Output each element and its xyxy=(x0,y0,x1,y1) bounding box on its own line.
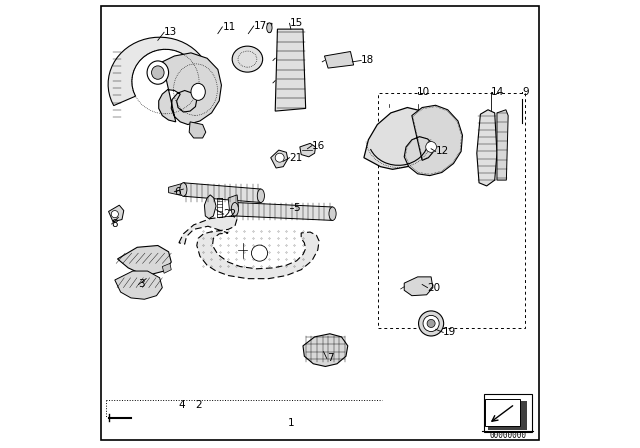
Polygon shape xyxy=(168,183,185,196)
Text: 9: 9 xyxy=(522,87,529,97)
Bar xyxy=(485,399,520,426)
Polygon shape xyxy=(189,122,206,138)
Polygon shape xyxy=(118,246,172,274)
Ellipse shape xyxy=(152,66,164,79)
Polygon shape xyxy=(115,271,163,299)
Text: 12: 12 xyxy=(436,146,449,156)
Text: 5: 5 xyxy=(293,203,300,213)
Circle shape xyxy=(419,311,444,336)
Polygon shape xyxy=(235,202,333,220)
Polygon shape xyxy=(303,334,348,366)
Polygon shape xyxy=(228,195,239,211)
Text: 15: 15 xyxy=(289,18,303,28)
Text: 16: 16 xyxy=(312,141,325,151)
Text: 21: 21 xyxy=(289,153,303,163)
Circle shape xyxy=(427,319,435,327)
Bar xyxy=(484,394,532,432)
Circle shape xyxy=(426,142,436,152)
Text: 11: 11 xyxy=(222,22,236,32)
Text: 13: 13 xyxy=(164,27,177,37)
Text: 22: 22 xyxy=(224,209,237,219)
Polygon shape xyxy=(159,53,221,125)
Polygon shape xyxy=(364,108,433,169)
Polygon shape xyxy=(497,110,508,180)
Ellipse shape xyxy=(147,61,168,84)
Circle shape xyxy=(111,211,118,218)
Text: 10: 10 xyxy=(417,87,429,97)
Text: 14: 14 xyxy=(491,87,504,97)
Text: 1: 1 xyxy=(287,418,294,428)
Polygon shape xyxy=(300,143,316,157)
Text: 17: 17 xyxy=(253,21,267,31)
Text: 20: 20 xyxy=(428,283,441,293)
Polygon shape xyxy=(184,183,261,202)
Text: 2: 2 xyxy=(195,401,202,410)
Ellipse shape xyxy=(231,202,239,216)
Text: 3: 3 xyxy=(139,280,145,289)
Ellipse shape xyxy=(329,207,336,220)
Ellipse shape xyxy=(232,46,262,72)
Polygon shape xyxy=(404,105,463,176)
Ellipse shape xyxy=(191,83,205,100)
Text: 00000000: 00000000 xyxy=(489,431,526,440)
Polygon shape xyxy=(108,37,205,106)
Ellipse shape xyxy=(267,23,272,33)
Circle shape xyxy=(252,245,268,261)
Text: 4: 4 xyxy=(178,401,185,410)
Text: 6: 6 xyxy=(174,187,181,197)
Polygon shape xyxy=(324,52,353,68)
Polygon shape xyxy=(267,23,272,32)
Circle shape xyxy=(423,315,439,332)
Polygon shape xyxy=(275,29,306,111)
Polygon shape xyxy=(477,110,497,186)
Text: 8: 8 xyxy=(112,219,118,229)
Polygon shape xyxy=(204,195,216,219)
Ellipse shape xyxy=(257,189,264,202)
Polygon shape xyxy=(163,263,172,273)
Bar xyxy=(488,401,527,430)
Polygon shape xyxy=(109,205,124,222)
Text: 19: 19 xyxy=(443,327,456,337)
Text: 7: 7 xyxy=(327,353,333,363)
Ellipse shape xyxy=(180,183,187,196)
Polygon shape xyxy=(179,216,319,279)
Bar xyxy=(378,93,525,328)
Polygon shape xyxy=(271,150,288,168)
Text: 18: 18 xyxy=(361,56,374,65)
Polygon shape xyxy=(404,277,433,296)
Circle shape xyxy=(275,153,284,162)
